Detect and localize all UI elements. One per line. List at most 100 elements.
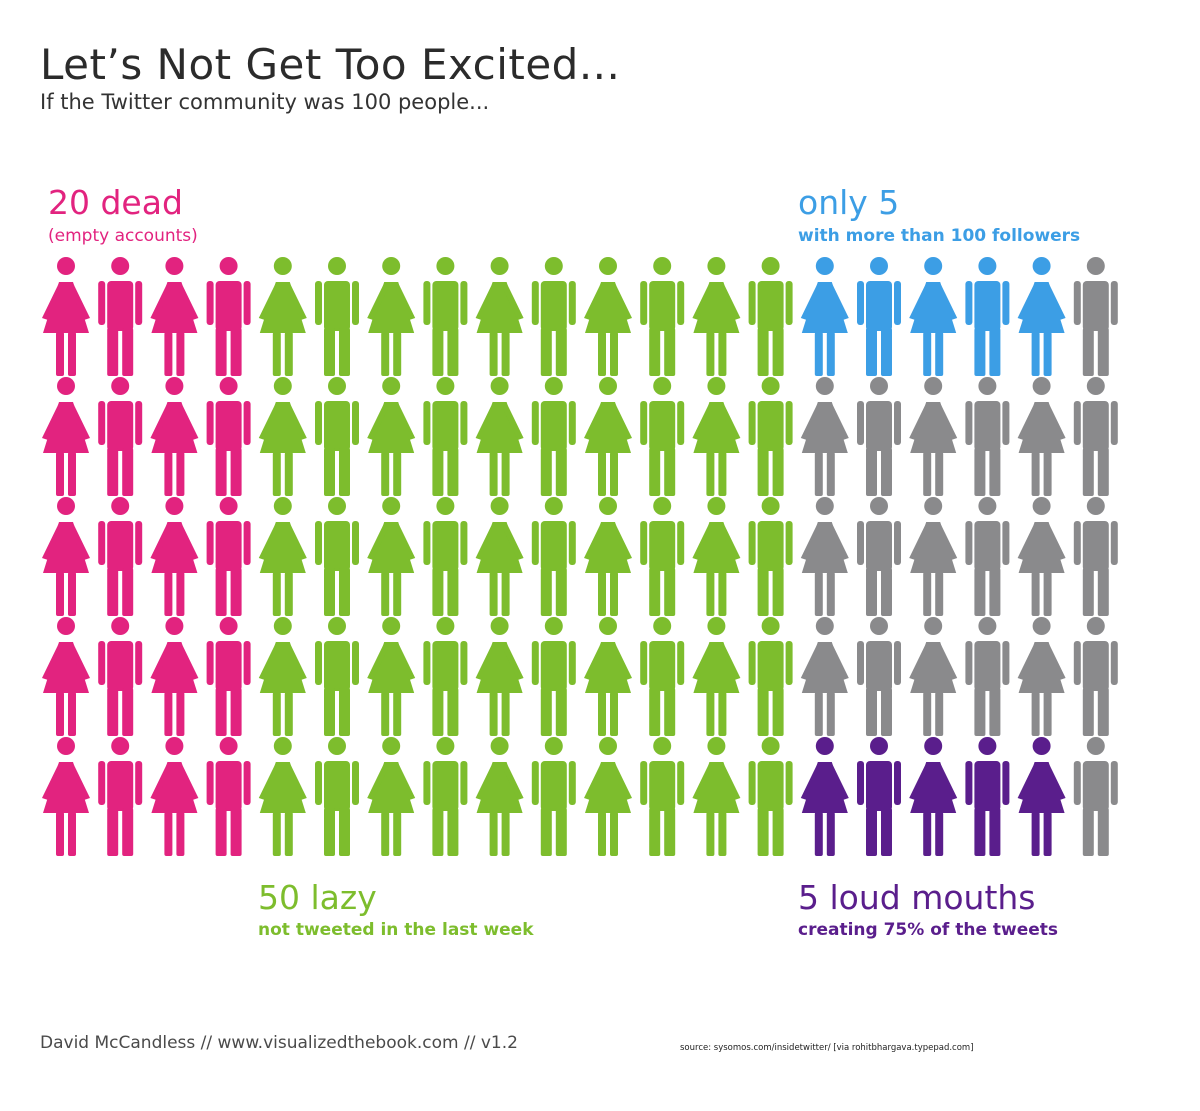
person-icon-loud xyxy=(1017,737,1066,856)
person-icon-other xyxy=(857,497,901,616)
person-icon-lazy xyxy=(367,737,416,856)
label-loud-sub: creating 75% of the tweets xyxy=(798,920,1059,940)
person-icon-lazy xyxy=(315,377,359,496)
person-icon-dead xyxy=(42,497,90,616)
source-text: source: sysomos.com/insidetwitter/ [via … xyxy=(680,1043,974,1053)
person-icon-lazy xyxy=(640,377,685,496)
person-icon-dead xyxy=(206,377,251,496)
person-icon-other xyxy=(965,497,1010,616)
person-icon-lazy xyxy=(692,617,741,736)
person-icon-dead xyxy=(42,257,90,376)
person-icon-other xyxy=(800,497,849,616)
person-icon-lazy xyxy=(258,737,307,856)
person-icon-dead xyxy=(206,497,251,616)
person-icon-lazy xyxy=(315,257,359,376)
person-icon-lazy xyxy=(423,497,468,616)
person-icon-loud xyxy=(800,737,849,856)
label-popular-head: only 5 xyxy=(798,183,900,222)
person-icon-lazy xyxy=(584,737,632,856)
person-icon-lazy xyxy=(584,257,632,376)
person-icon-dead xyxy=(98,497,143,616)
person-icon-lazy xyxy=(258,497,307,616)
person-icon-lazy xyxy=(475,257,524,376)
person-icon-lazy xyxy=(692,257,741,376)
person-icon-dead xyxy=(98,257,143,376)
person-icon-lazy xyxy=(531,737,576,856)
person-icon-other xyxy=(1017,377,1066,496)
person-icon-lazy xyxy=(748,257,793,376)
person-icon-dead xyxy=(42,737,90,856)
person-icon-loud xyxy=(909,737,958,856)
person-icon-lazy xyxy=(640,257,685,376)
person-icon-dead xyxy=(42,377,90,496)
person-icon-lazy xyxy=(258,257,307,376)
person-icon-other xyxy=(1017,617,1066,736)
person-icon-dead xyxy=(42,617,90,736)
person-icon-lazy xyxy=(475,617,524,736)
person-icon-loud xyxy=(857,737,901,856)
person-icon-lazy xyxy=(315,617,359,736)
person-icon-lazy xyxy=(584,497,632,616)
person-icon-popular xyxy=(965,257,1010,376)
person-icon-lazy xyxy=(531,617,576,736)
person-icon-lazy xyxy=(748,377,793,496)
label-dead-head: 20 dead xyxy=(48,183,183,222)
person-icon-dead xyxy=(206,617,251,736)
person-icon-lazy xyxy=(258,617,307,736)
person-icon-other xyxy=(1073,497,1118,616)
person-icon-popular xyxy=(1017,257,1066,376)
person-icon-lazy xyxy=(423,257,468,376)
label-popular-sub: with more than 100 followers xyxy=(798,226,1081,246)
person-icon-lazy xyxy=(367,617,416,736)
person-icon-other xyxy=(1073,737,1118,856)
person-icon-other xyxy=(909,617,958,736)
person-icon-dead xyxy=(98,737,143,856)
person-icon-dead xyxy=(150,617,199,736)
person-icon-other xyxy=(1073,617,1118,736)
person-icon-lazy xyxy=(531,377,576,496)
person-icon-dead xyxy=(98,617,143,736)
person-icon-lazy xyxy=(692,737,741,856)
person-icon-other xyxy=(857,377,901,496)
person-icon-lazy xyxy=(584,617,632,736)
person-icon-other xyxy=(1073,257,1118,376)
person-icon-dead xyxy=(150,497,199,616)
person-icon-lazy xyxy=(315,737,359,856)
person-icon-other xyxy=(965,617,1010,736)
person-icon-lazy xyxy=(640,617,685,736)
person-icon-dead xyxy=(206,257,251,376)
person-icon-popular xyxy=(857,257,901,376)
person-icon-dead xyxy=(98,377,143,496)
person-icon-dead xyxy=(206,737,251,856)
person-icon-lazy xyxy=(367,497,416,616)
person-icon-lazy xyxy=(748,617,793,736)
person-icon-lazy xyxy=(258,377,307,496)
person-icon-other xyxy=(800,377,849,496)
person-icon-other xyxy=(1073,377,1118,496)
person-icon-lazy xyxy=(692,497,741,616)
person-icon-dead xyxy=(150,257,199,376)
person-icon-lazy xyxy=(748,737,793,856)
person-icon-lazy xyxy=(584,377,632,496)
person-icon-lazy xyxy=(423,737,468,856)
person-icon-lazy xyxy=(748,497,793,616)
person-icon-popular xyxy=(800,257,849,376)
person-icon-lazy xyxy=(475,737,524,856)
person-icon-other xyxy=(800,617,849,736)
person-icon-other xyxy=(857,617,901,736)
person-icon-lazy xyxy=(692,377,741,496)
person-icon-other xyxy=(909,497,958,616)
person-icon-other xyxy=(909,377,958,496)
person-icon-dead xyxy=(150,737,199,856)
person-icon-lazy xyxy=(531,497,576,616)
person-icon-lazy xyxy=(531,257,576,376)
label-lazy-head: 50 lazy xyxy=(258,878,377,917)
label-dead-sub: (empty accounts) xyxy=(48,226,198,246)
person-icon-lazy xyxy=(640,737,685,856)
person-icon-lazy xyxy=(423,377,468,496)
label-loud-head: 5 loud mouths xyxy=(798,878,1036,917)
person-icon-lazy xyxy=(423,617,468,736)
person-icon-popular xyxy=(909,257,958,376)
person-icon-dead xyxy=(150,377,199,496)
